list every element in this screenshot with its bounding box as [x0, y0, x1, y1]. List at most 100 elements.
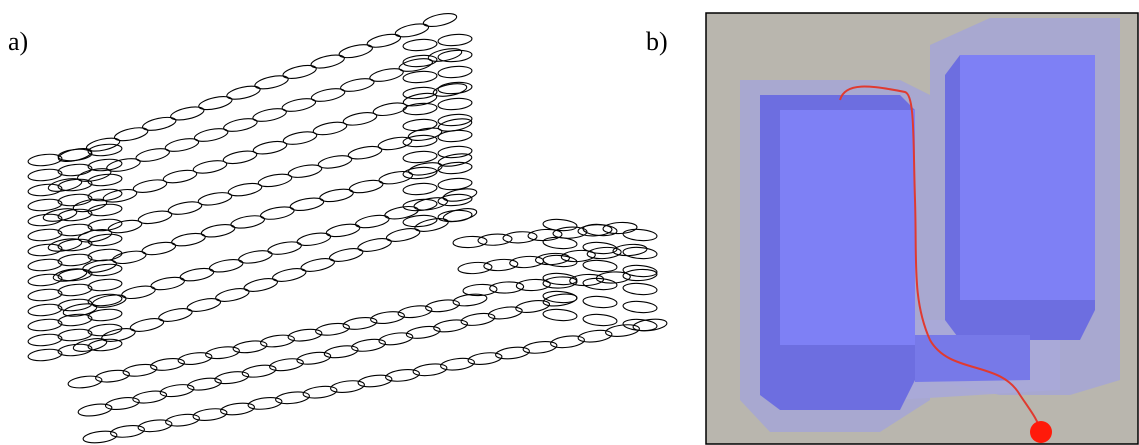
ellipse: [282, 130, 317, 147]
ellipse: [170, 104, 206, 122]
ellipse: [342, 110, 377, 127]
ellipse: [287, 163, 322, 180]
ellipse: [438, 65, 473, 79]
ellipse: [603, 222, 638, 235]
ellipse: [330, 379, 365, 394]
ellipse: [488, 305, 523, 321]
ellipse: [275, 390, 310, 405]
ellipse: [372, 101, 407, 118]
ellipse: [438, 113, 473, 127]
ellipse: [425, 298, 460, 313]
ellipse: [88, 308, 123, 322]
ellipse: [623, 282, 658, 296]
ellipse: [205, 345, 240, 360]
panel-label: b): [646, 27, 668, 56]
ellipse: [88, 233, 123, 247]
ellipse: [453, 236, 488, 249]
ellipse: [394, 21, 430, 39]
ellipse: [438, 81, 473, 95]
ellipse: [338, 42, 374, 60]
ellipse: [67, 374, 102, 389]
ellipse: [623, 269, 658, 282]
ellipse: [132, 389, 167, 405]
ellipse: [214, 370, 249, 386]
ellipse: [28, 183, 63, 197]
ellipse: [220, 401, 255, 416]
ellipse: [165, 413, 200, 428]
ellipse: [232, 339, 267, 354]
ellipse: [478, 233, 513, 246]
ellipse: [438, 193, 473, 207]
ellipse: [58, 283, 93, 297]
ellipse: [403, 150, 438, 164]
ellipse: [422, 11, 458, 29]
ellipse: [58, 253, 93, 267]
ellipse: [403, 182, 438, 196]
ellipse: [467, 351, 502, 366]
ellipse: [613, 243, 648, 256]
ellipse: [503, 231, 538, 244]
ellipse: [260, 333, 295, 348]
ellipse: [378, 331, 413, 347]
ellipse: [88, 173, 123, 187]
ellipse: [28, 153, 63, 167]
ellipse: [432, 81, 467, 98]
ellipse: [77, 402, 112, 418]
ellipse: [257, 172, 292, 189]
ellipse: [495, 345, 530, 360]
ellipse: [252, 139, 287, 156]
ellipse: [137, 418, 172, 433]
ellipse: [28, 273, 63, 287]
ellipse: [110, 424, 145, 439]
ellipse: [550, 334, 585, 349]
ellipse: [433, 318, 468, 334]
ellipse: [58, 148, 93, 162]
ellipse: [312, 120, 347, 137]
ellipse: [247, 396, 282, 411]
ellipse: [227, 181, 262, 198]
ellipse: [403, 86, 438, 100]
ellipse: [28, 228, 63, 242]
ellipse: [406, 325, 441, 341]
ellipse: [583, 313, 618, 327]
ellipse: [137, 209, 172, 226]
box-face: [960, 55, 1095, 300]
ellipse: [88, 188, 123, 202]
box-face: [780, 110, 915, 345]
ellipse: [403, 102, 438, 116]
ellipse: [95, 369, 130, 384]
ellipse: [269, 357, 304, 373]
ellipse: [347, 144, 382, 161]
ellipse: [132, 178, 167, 195]
ellipse: [351, 337, 386, 353]
ellipse: [150, 357, 185, 372]
ellipse: [254, 73, 290, 91]
ellipse: [458, 261, 493, 274]
ellipse: [438, 161, 473, 175]
ellipse: [438, 145, 473, 159]
ellipse: [438, 97, 473, 111]
ellipse: [366, 32, 402, 50]
ellipse: [28, 318, 63, 332]
ellipse: [28, 168, 63, 182]
ellipse: [623, 246, 658, 260]
ellipse: [197, 190, 232, 207]
ellipse: [403, 38, 438, 52]
ellipse: [192, 407, 227, 422]
ellipse: [57, 146, 93, 164]
ellipse: [113, 125, 149, 143]
ellipse: [58, 223, 93, 237]
ellipse: [377, 135, 412, 152]
ellipse: [141, 115, 177, 133]
ellipse: [226, 84, 262, 102]
ellipse: [509, 255, 544, 268]
ellipse: [623, 300, 658, 314]
ellipse: [122, 363, 157, 378]
ellipse: [282, 63, 318, 81]
ellipse: [88, 158, 123, 172]
ellipse: [317, 153, 352, 170]
ellipse: [177, 351, 212, 366]
ellipse: [397, 304, 432, 319]
ellipse: [28, 258, 63, 272]
ellipse: [522, 340, 557, 355]
